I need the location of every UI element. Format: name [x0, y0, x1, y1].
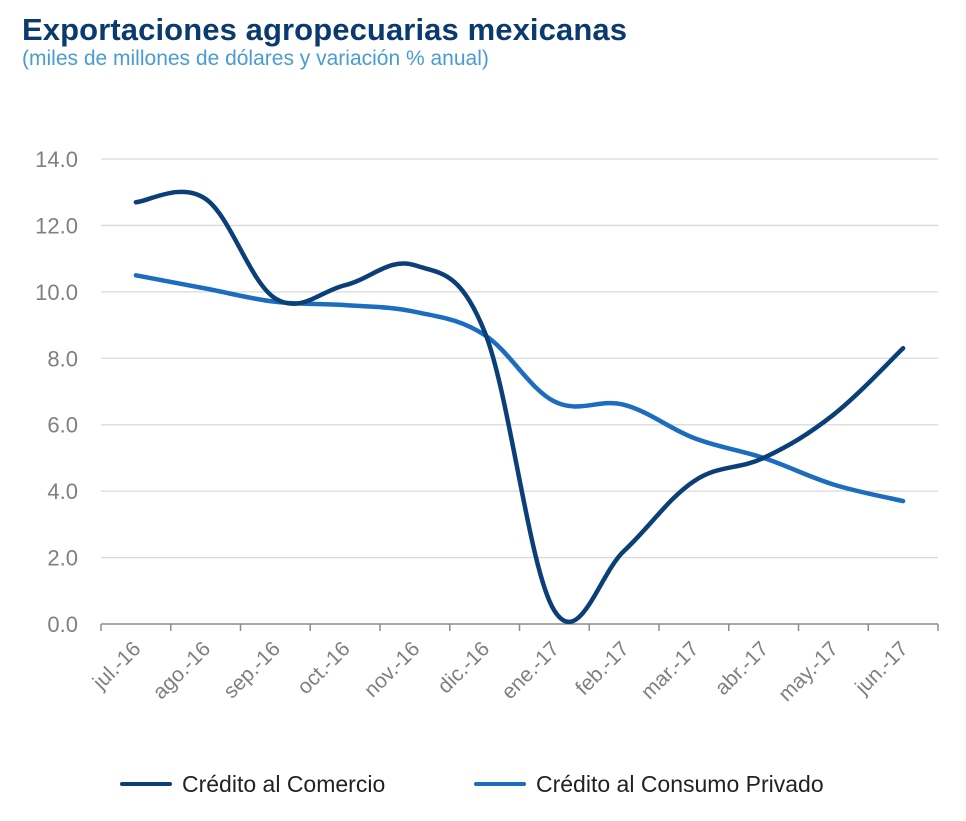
- x-tick-label: dic.-16: [433, 637, 494, 698]
- x-tick-label: jun.-17: [850, 637, 912, 699]
- chart-subtitle: (miles de millones de dólares y variació…: [22, 47, 489, 70]
- chart-title: Exportaciones agropecuarias mexicanas: [22, 12, 628, 47]
- y-tick-label: 2.0: [47, 546, 78, 571]
- legend-label-series-2: Crédito al Consumo Privado: [536, 770, 824, 797]
- x-tick-label: sep.-16: [219, 637, 285, 703]
- legend-item-credito-al-consumo-privado: Crédito al Consumo Privado: [474, 766, 824, 802]
- series-line-1: [133, 189, 906, 624]
- x-tick-label: oct.-16: [293, 637, 355, 699]
- y-tick-label: 6.0: [47, 413, 78, 438]
- x-tick-label: ago.-16: [149, 637, 216, 704]
- x-tick-label: mar.-17: [637, 637, 704, 704]
- legend-item-credito-al-comercio: Crédito al Comercio: [120, 766, 385, 802]
- series-line-2: [133, 273, 906, 504]
- series-lines: [133, 189, 906, 624]
- y-tick-label: 12.0: [35, 213, 78, 238]
- legend: Crédito al Comercio Crédito al Consumo P…: [0, 766, 966, 802]
- x-tick-label: feb.-17: [571, 637, 634, 700]
- legend-label-series-1: Crédito al Comercio: [182, 770, 386, 797]
- y-tick-label: 10.0: [35, 280, 78, 305]
- x-tick-label: nov.-16: [360, 637, 425, 702]
- legend-swatch-series-2: [474, 782, 526, 786]
- x-tick-labels: jul.-16 ago.-16 sep.-16 oct.-16 nov.-16 dic.-…: [88, 637, 913, 706]
- y-tick-label: 14.0: [35, 147, 78, 172]
- y-tick-labels: 0.0 2.0 4.0 6.0 8.0 10.0 12.0 14.0: [35, 147, 78, 637]
- gridlines: [101, 158, 938, 559]
- y-tick-label: 8.0: [47, 346, 78, 371]
- x-tick-label: ene.-17: [497, 637, 564, 704]
- x-tick-label: abr.-17: [711, 637, 774, 700]
- y-tick-label: 0.0: [47, 612, 78, 637]
- axes: [100, 623, 939, 631]
- x-tick-label: may.-17: [774, 637, 843, 706]
- x-tick-label: jul.-16: [88, 637, 145, 694]
- y-tick-label: 4.0: [47, 479, 78, 504]
- legend-swatch-series-1: [120, 782, 172, 786]
